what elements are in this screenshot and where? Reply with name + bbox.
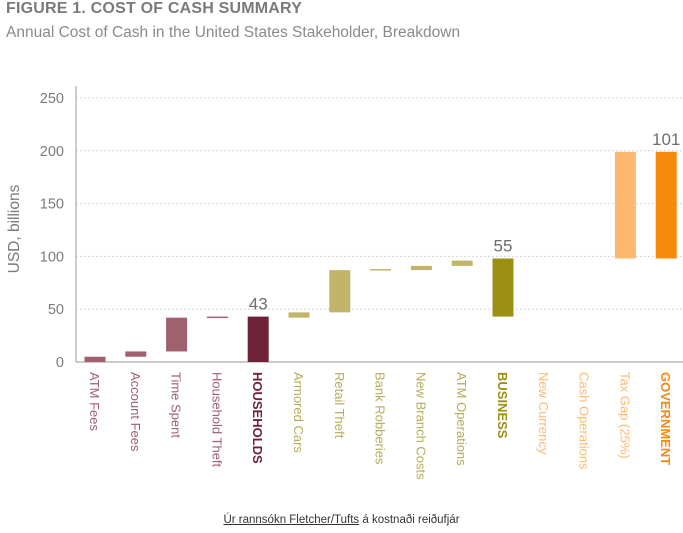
y-tick-label: 50 [48,302,64,318]
x-tick-label-business: BUSINESS [495,372,510,439]
x-tick-label-household-theft: Household Theft [209,372,224,468]
value-label-households: 43 [249,295,268,314]
y-tick-label: 250 [40,91,64,107]
bar-new-branch-costs [410,265,432,271]
y-axis-label: USD, billions [6,184,23,273]
bar-armored-cars [288,312,310,318]
bar-atm-operations [451,260,473,266]
x-tick-label-new-currency: New Currency [536,372,551,455]
value-label-government: 101 [652,130,680,149]
x-tick-label-atm-operations: ATM Operations [454,372,469,466]
bar-government [655,151,677,259]
y-tick-label: 150 [40,197,64,213]
x-tick-label-time-spent: Time Spent [169,372,184,438]
data-labels: 43 55 101 [249,130,681,314]
source-caption-rest: á kostnaði reiðufjár [359,514,460,526]
bar-atm-fees [84,356,106,362]
y-tick-label: 0 [56,355,64,371]
y-tick-label: 100 [40,249,64,265]
bar-household-theft [206,316,228,319]
x-tick-label-armored-cars: Armored Cars [291,372,306,453]
waterfall-chart: 0 50 100 150 200 250 USD, billions 43 55 101 AT… [6,86,683,480]
x-tick-label-government: GOVERNMENT [658,372,673,465]
x-tick-label-account-fees: Account Fees [128,372,143,452]
bar-bank-robberies [370,269,392,271]
source-link[interactable]: Úr rannsókn Fletcher/Tufts [223,514,360,526]
x-tick-label-bank-robberies: Bank Robberies [373,372,388,465]
bar-business [492,258,514,317]
bar-households [247,316,269,362]
x-tick-label-atm-fees: ATM Fees [87,372,102,431]
x-axis-tick-labels: ATM Fees Account Fees Time Spent Household … [87,372,673,480]
bar-tax-gap-25 [614,151,636,259]
y-tick-label: 200 [40,144,64,160]
value-label-business: 55 [494,237,513,256]
page-subtitle: Annual Cost of Cash in the United States… [6,24,461,41]
source-caption: Úr rannsókn Fletcher/Tufts á kostnaði re… [0,514,683,526]
bar-account-fees [125,351,147,357]
y-axis-ticks: 0 50 100 150 200 250 [40,91,64,371]
bar-time-spent [166,317,188,352]
x-tick-label-cash-operations: Cash Operations [577,372,592,470]
x-tick-label-new-branch-costs: New Branch Costs [413,372,428,480]
page-title: FIGURE 1. COST OF CASH SUMMARY [6,0,303,17]
x-tick-label-retail-theft: Retail Theft [332,372,347,439]
x-tick-label-tax-gap-25: Tax Gap (25%) [617,372,632,459]
x-tick-label-households: HOUSEHOLDS [250,372,265,464]
bar-retail-theft [329,270,351,313]
gridlines [76,97,683,310]
bars [84,151,677,362]
